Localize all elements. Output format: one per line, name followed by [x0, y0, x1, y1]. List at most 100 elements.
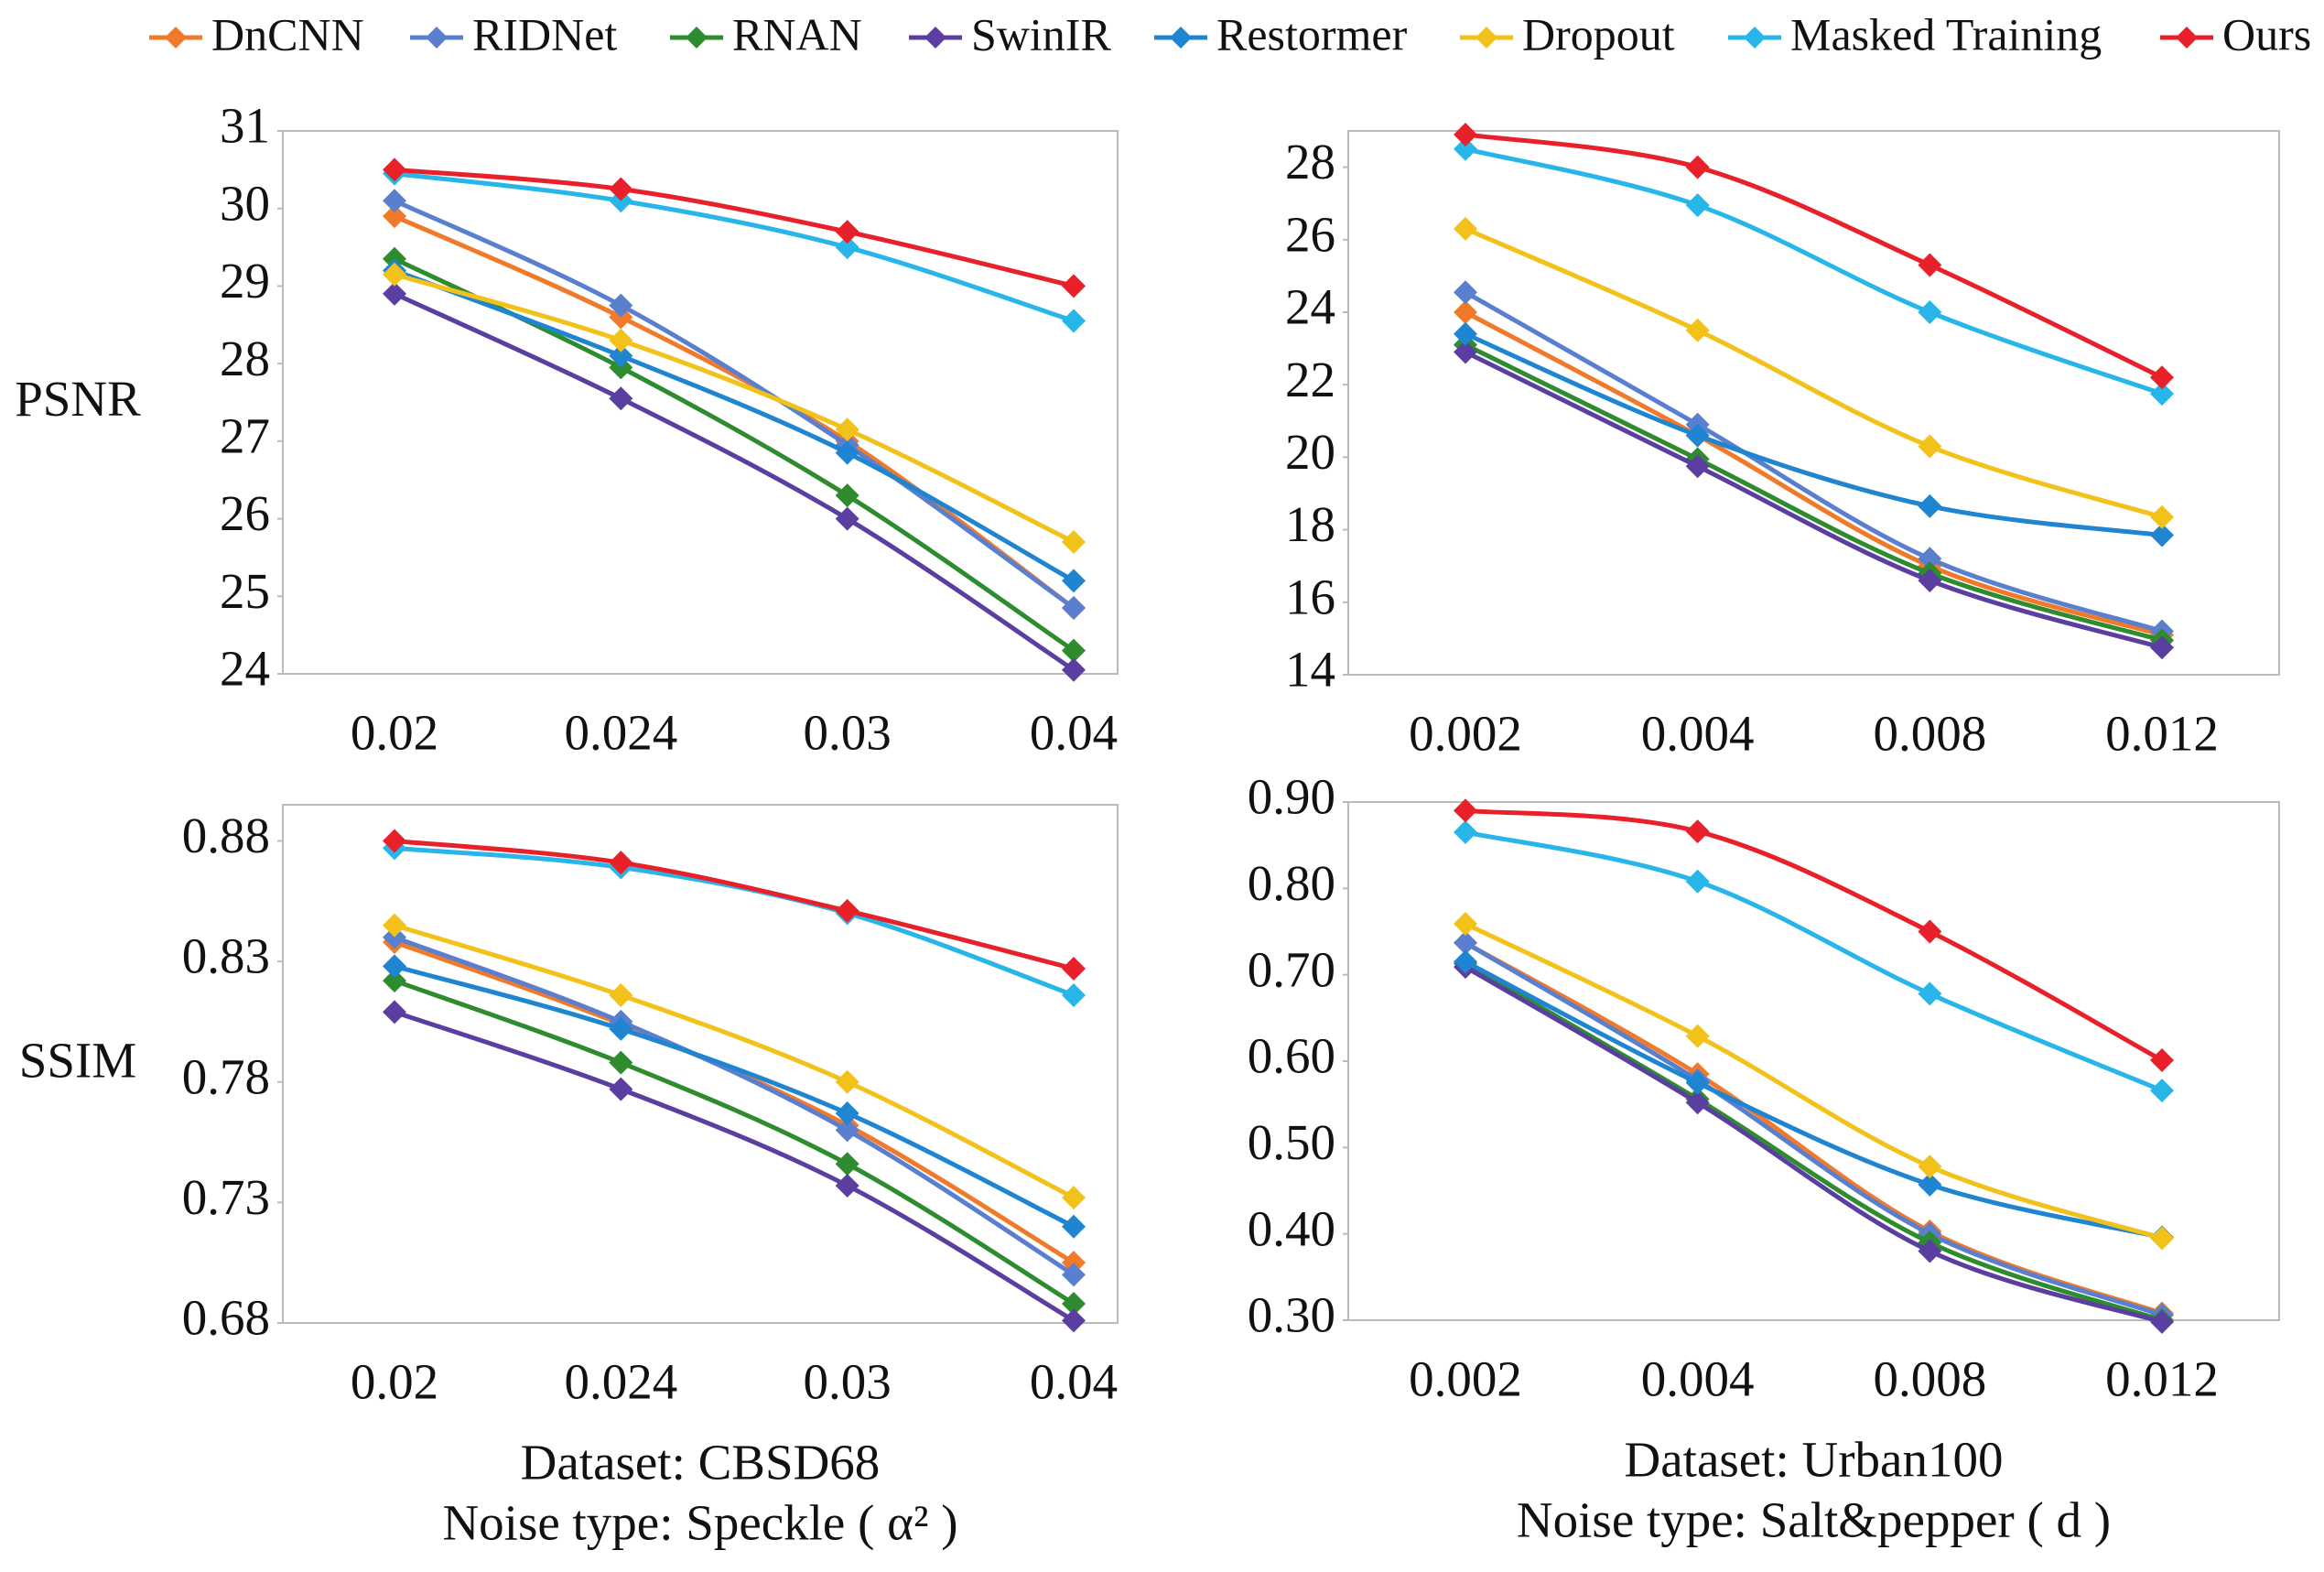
legend-marker — [1744, 27, 1766, 49]
point-marker — [835, 898, 859, 923]
point-marker — [1062, 982, 1086, 1007]
point-marker — [2150, 504, 2174, 529]
series-line — [393, 198, 1076, 611]
legend-label: RNAN — [732, 8, 862, 60]
point-marker — [1918, 1155, 1942, 1179]
point-marker — [1918, 1239, 1942, 1263]
series-line — [1464, 290, 2163, 634]
y-tick-label: 0.83 — [182, 928, 270, 984]
y-tick-label: 30 — [220, 175, 270, 231]
point-marker — [835, 417, 859, 442]
y-tick-label: 0.90 — [1248, 769, 1335, 825]
series-line — [1464, 921, 2163, 1241]
point-marker — [1685, 1024, 1710, 1048]
x-tick-label: 0.03 — [804, 705, 892, 761]
point-marker — [835, 506, 859, 531]
legend-label: Ours — [2222, 8, 2311, 60]
point-marker — [835, 235, 859, 260]
x-tick-label: 0.02 — [351, 705, 438, 761]
point-marker — [1454, 340, 1477, 364]
point-marker — [383, 829, 406, 853]
legend-label: SwinIR — [971, 8, 1111, 60]
point-marker — [1918, 434, 1942, 459]
legend-marker — [2176, 27, 2198, 49]
point-marker — [1685, 193, 1710, 218]
legend-marker — [924, 27, 946, 49]
point-marker — [1918, 1172, 1942, 1197]
point-marker — [1062, 657, 1086, 682]
plot-frame — [1347, 130, 2280, 676]
legend-marker — [1170, 27, 1192, 49]
series-line — [394, 838, 1075, 971]
point-marker — [835, 1069, 859, 1094]
point-marker — [835, 1118, 859, 1143]
point-marker — [1454, 949, 1477, 974]
series-line — [1464, 309, 2163, 637]
point-marker — [1685, 423, 1710, 448]
point-marker — [2150, 382, 2174, 407]
y-axis-label: SSIM — [19, 1033, 136, 1089]
point-marker — [609, 851, 633, 875]
point-marker — [1918, 981, 1942, 1006]
series-line — [1464, 331, 2163, 538]
point-marker — [1062, 1263, 1086, 1287]
series-line — [1465, 132, 2164, 380]
series-line — [1465, 829, 2163, 1093]
point-marker — [1062, 569, 1086, 593]
series-line — [1464, 940, 2163, 1317]
chart-panel: 14 16 18 20 22 24 26 28 0.002 0.004 0.008 0.012 — [1285, 122, 2280, 762]
point-marker — [383, 189, 406, 213]
y-tick-label: 26 — [220, 485, 270, 541]
y-tick-label: 0.73 — [182, 1169, 270, 1225]
x-tick-label: 0.004 — [1641, 1351, 1755, 1407]
series-line — [1464, 959, 2163, 1240]
point-marker — [1918, 919, 1942, 944]
legend-label: Masked Training — [1790, 8, 2102, 60]
point-marker — [1685, 1090, 1710, 1115]
point-marker — [609, 1016, 633, 1041]
series-line — [394, 171, 1075, 323]
point-marker — [1062, 1186, 1086, 1210]
legend-label: Dropout — [1522, 8, 1675, 60]
y-tick-label: 27 — [220, 407, 270, 463]
series-line — [1464, 342, 2163, 643]
legend-label: Restormer — [1216, 8, 1408, 60]
y-tick-label: 16 — [1285, 569, 1335, 624]
y-tick-label: 0.88 — [182, 808, 270, 863]
point-marker — [1454, 820, 1477, 845]
series-line — [1464, 965, 2163, 1325]
plot-frame — [1347, 801, 2280, 1321]
point-marker — [1062, 595, 1086, 620]
series-line — [1464, 226, 2163, 520]
x-tick-label: 0.024 — [564, 705, 677, 761]
point-marker — [1454, 930, 1477, 955]
x-tick-label: 0.008 — [1873, 706, 1986, 762]
point-marker — [1918, 569, 1942, 593]
series-line — [394, 923, 1076, 1200]
series-line — [394, 1010, 1076, 1323]
series-line — [1464, 961, 2163, 1323]
point-marker — [383, 954, 406, 979]
legend-marker — [1475, 27, 1497, 49]
x-tick-label: 0.04 — [1030, 1354, 1118, 1410]
point-marker — [2150, 523, 2174, 547]
series-line — [394, 272, 1076, 545]
series-line — [394, 167, 1075, 288]
y-tick-label: 24 — [220, 641, 270, 697]
series-line — [394, 963, 1076, 1229]
point-marker — [609, 293, 633, 318]
x-tick-label: 0.024 — [564, 1354, 677, 1410]
point-marker — [1454, 216, 1477, 241]
y-tick-label: 0.60 — [1248, 1028, 1335, 1084]
series-line — [1465, 808, 2164, 1063]
series-line — [1464, 350, 2163, 650]
point-marker — [1062, 1214, 1086, 1239]
legend: DnCNN RIDNet RNAN SwinIR Restormer Dropout Mas… — [149, 8, 2311, 60]
y-tick-label: 0.78 — [182, 1048, 270, 1104]
legend-marker — [165, 27, 187, 49]
point-marker — [2150, 1309, 2174, 1334]
point-marker — [1685, 1070, 1710, 1095]
plot-frame — [282, 130, 1119, 675]
point-marker — [2150, 1048, 2174, 1073]
